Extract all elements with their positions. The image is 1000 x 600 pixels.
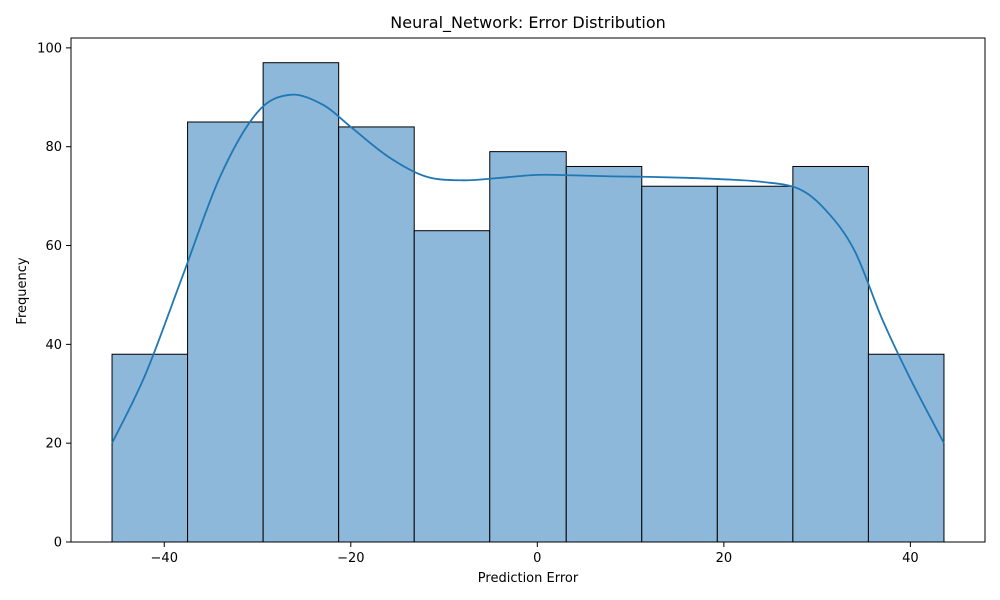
histogram-bar-3 <box>338 126 415 543</box>
histogram-bar-2 <box>262 62 340 543</box>
y-tick-label: 0 <box>54 536 62 551</box>
x-tick-label: 20 <box>716 551 733 566</box>
y-tick-label: 80 <box>45 140 62 155</box>
x-tick-label: −40 <box>151 551 178 566</box>
y-axis-label: Frequency <box>15 257 30 324</box>
axes-frame <box>70 37 986 543</box>
x-axis-label: Prediction Error <box>478 571 579 586</box>
histogram-bar-8 <box>716 185 794 543</box>
histogram-bar-5 <box>489 151 567 543</box>
y-axis-ticks: 0 20 40 60 80 100 <box>37 41 71 551</box>
y-tick-label: 20 <box>45 437 62 452</box>
histogram-bar-4 <box>413 230 491 543</box>
y-tick-label: 40 <box>45 338 62 353</box>
x-tick-label: 0 <box>533 551 541 566</box>
histogram-bars <box>111 62 945 543</box>
x-tick-label: 40 <box>902 551 919 566</box>
y-tick-label: 100 <box>37 41 62 56</box>
chart-title: Neural_Network: Error Distribution <box>390 13 666 33</box>
histogram-bar-6 <box>565 165 643 543</box>
histogram-bar-9 <box>792 165 869 543</box>
histogram-bar-1 <box>187 121 264 543</box>
kde-curve <box>111 93 945 444</box>
histogram-bar-7 <box>641 185 718 543</box>
y-tick-label: 60 <box>45 239 62 254</box>
x-tick-label: −20 <box>337 551 364 566</box>
x-axis-ticks: −40 −20 0 20 40 <box>151 542 919 566</box>
histogram-bar-0 <box>111 353 189 543</box>
histogram-bar-10 <box>867 353 945 543</box>
